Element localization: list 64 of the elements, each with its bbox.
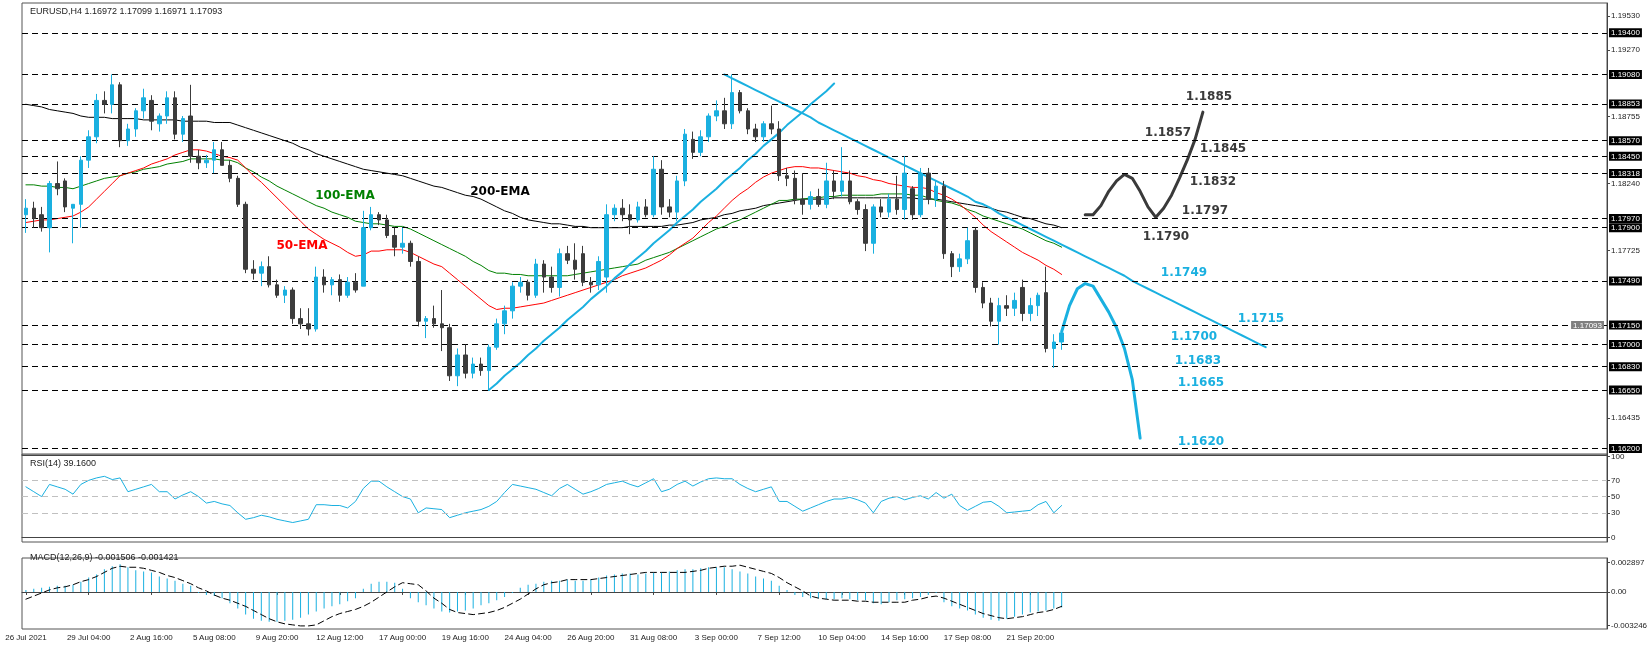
- y-tick-label: 30: [1611, 508, 1621, 518]
- annotation: 1.1845: [1199, 141, 1247, 155]
- ref-line-label: 1.18318: [1611, 168, 1641, 178]
- ref-line-label: 1.17490: [1611, 276, 1641, 286]
- annotation: 1.1797: [1181, 203, 1229, 217]
- annotation: 1.1790: [1142, 229, 1190, 243]
- annotation: 1.1700: [1170, 329, 1218, 343]
- y-tick-label: 1.17725: [1611, 245, 1641, 255]
- x-tick-label: 19 Aug 16:00: [441, 632, 490, 642]
- annotation: 1.1832: [1189, 174, 1237, 188]
- y-tick-label: 1.19530: [1611, 11, 1641, 21]
- x-tick-label: 17 Sep 08:00: [943, 632, 992, 642]
- chart-title: EURUSD,H4 1.16972 1.17099 1.16971 1.17093: [30, 5, 223, 16]
- y-tick-label: 0: [1611, 532, 1616, 542]
- annotation: 1.1715: [1237, 311, 1285, 325]
- x-tick-label: 7 Sep 12:00: [757, 632, 802, 642]
- x-tick-label: 26 Aug 20:00: [567, 632, 615, 642]
- y-tick-label: 1.16435: [1611, 413, 1641, 423]
- y-tick-label: 70: [1611, 475, 1621, 485]
- text: 1.17093: [1573, 320, 1603, 330]
- annotation: 100-EMA: [315, 188, 376, 202]
- ref-line-label: 1.16200: [1611, 444, 1641, 454]
- ref-line-label: 1.17000: [1611, 340, 1641, 350]
- ref-line-label: 1.17900: [1611, 223, 1641, 233]
- x-tick-label: 3 Sep 00:00: [694, 632, 739, 642]
- x-tick-label: 17 Aug 00:00: [378, 632, 427, 642]
- y-tick-label: 0.002897: [1611, 557, 1645, 567]
- y-tick-label: 0.00: [1611, 587, 1628, 597]
- y-tick-label: 50: [1611, 492, 1621, 502]
- x-tick-label: 31 Aug 08:00: [630, 632, 678, 642]
- x-tick-label: 5 Aug 08:00: [192, 632, 237, 642]
- ref-line-label: 1.17970: [1611, 214, 1641, 224]
- x-tick-label: 12 Aug 12:00: [316, 632, 364, 642]
- x-tick-label: 21 Sep 20:00: [1006, 632, 1055, 642]
- annotation: 1.1683: [1174, 353, 1222, 367]
- ref-line-label: 1.18570: [1611, 136, 1641, 146]
- annotation: 1.1749: [1160, 265, 1208, 279]
- annotation: 1.1885: [1185, 89, 1233, 103]
- x-tick-label: 9 Aug 20:00: [255, 632, 299, 642]
- ref-line-label: 1.18853: [1611, 99, 1641, 109]
- chart-title: RSI(14) 39.1600: [30, 457, 97, 468]
- ref-line-label: 1.16650: [1611, 385, 1641, 395]
- y-tick-label: 1.18240: [1611, 179, 1641, 189]
- x-tick-label: 2 Aug 16:00: [130, 632, 174, 642]
- y-tick-label: 1.19270: [1611, 45, 1641, 55]
- annotation: 1.1857: [1144, 125, 1192, 139]
- y-tick-label: 100: [1611, 451, 1625, 461]
- ref-line-label: 1.19080: [1611, 69, 1641, 79]
- x-tick-label: 10 Sep 04:00: [818, 632, 867, 642]
- y-tick-label: -0.003246: [1611, 620, 1648, 630]
- annotation: 50-EMA: [276, 238, 329, 252]
- x-tick-label: 14 Sep 16:00: [880, 632, 930, 642]
- ref-line-label: 1.16830: [1611, 362, 1641, 372]
- annotation: 200-EMA: [470, 184, 531, 198]
- chart-title: MACD(12,26,9) -0.001506 -0.001421: [30, 551, 179, 562]
- ref-line-label: 1.17150: [1611, 320, 1641, 330]
- annotation: 1.1620: [1177, 434, 1225, 448]
- x-tick-label: 29 Jul 04:00: [66, 632, 112, 642]
- x-tick-label: 26 Jul 2021: [5, 632, 48, 642]
- ref-line-label: 1.19400: [1611, 28, 1641, 38]
- y-tick-label: 1.18755: [1611, 112, 1641, 122]
- ref-line-label: 1.18450: [1611, 151, 1641, 161]
- x-tick-label: 24 Aug 04:00: [504, 632, 553, 642]
- annotation: 1.1665: [1177, 375, 1225, 389]
